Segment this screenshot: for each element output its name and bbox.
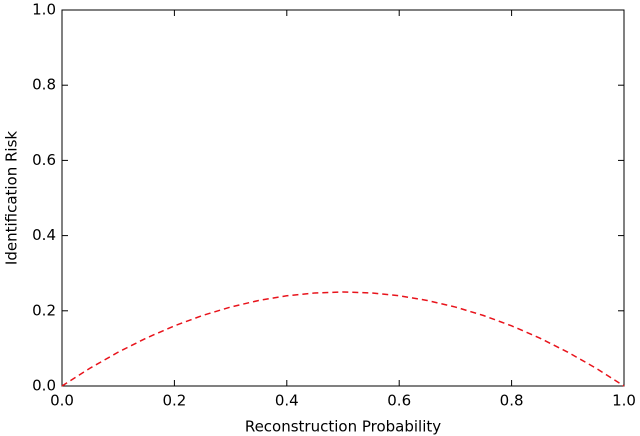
data-line [61, 291, 625, 387]
y-tick-label: 0.0 [32, 377, 56, 395]
y-tick-label: 0.8 [32, 76, 56, 94]
y-tick-label: 0.6 [32, 151, 56, 169]
x-tick-label: 0.6 [387, 392, 411, 410]
y-tick-label: 1.0 [32, 1, 56, 19]
plot-frame [61, 9, 625, 387]
x-axis-label: Reconstruction Probability [245, 418, 441, 436]
y-axis-label: Identification Risk [3, 131, 21, 266]
x-tick-label: 1.0 [612, 392, 636, 410]
y-tick-label: 0.2 [32, 301, 56, 319]
x-tick-label: 0.4 [275, 392, 299, 410]
x-tick-label: 0.0 [50, 392, 74, 410]
x-tick-label: 0.8 [500, 392, 524, 410]
x-tick-label: 0.2 [162, 392, 186, 410]
y-tick-label: 0.4 [32, 226, 56, 244]
